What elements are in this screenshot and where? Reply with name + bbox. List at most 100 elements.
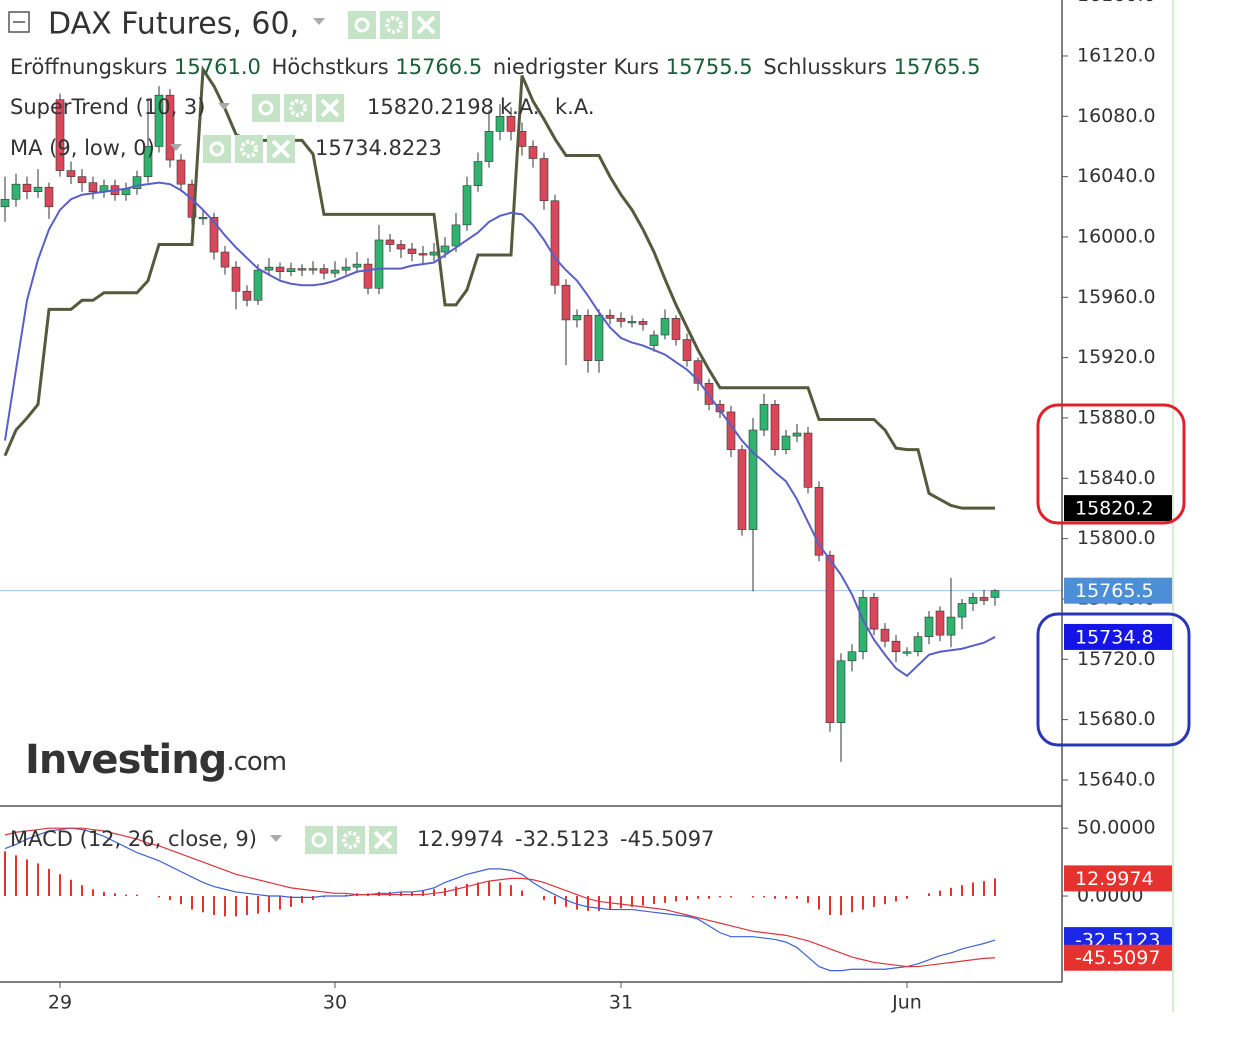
- ma-icons[interactable]: [201, 133, 297, 165]
- candle-body: [374, 239, 384, 289]
- candle-body: [66, 170, 76, 177]
- plot-area: 16160.0 16120.0 16080.0 16040.0 16000.0 15960…: [0, 0, 1156, 1014]
- axis-tag-label: 12.9974: [1075, 868, 1154, 890]
- candle-body: [385, 239, 395, 245]
- candle-body: [539, 158, 549, 202]
- legend-value: 15761.0: [174, 55, 261, 79]
- candle-body: [924, 616, 934, 637]
- x-tick-label: 30: [323, 992, 347, 1014]
- legend-value: 15766.5: [395, 55, 482, 79]
- candle-body: [638, 321, 648, 325]
- candle-body: [825, 554, 835, 723]
- candle-body: [286, 268, 296, 272]
- candle-body: [770, 404, 780, 450]
- dropdown-icon[interactable]: [170, 144, 182, 151]
- candle-body: [473, 161, 483, 186]
- candle-body: [55, 99, 65, 171]
- candle-body: [407, 248, 417, 254]
- candle-body: [352, 263, 362, 268]
- candle-body: [781, 435, 791, 450]
- candle-body: [528, 146, 538, 159]
- supertrend-extra: k.A.: [555, 95, 595, 119]
- indicator-line: [4, 181, 996, 678]
- candle-body: [484, 131, 494, 162]
- x-tick-label: Jun: [891, 992, 922, 1014]
- candle-body: [847, 651, 857, 662]
- dropdown-icon[interactable]: [270, 835, 282, 842]
- candle-body: [418, 253, 428, 256]
- candle-body: [44, 186, 54, 208]
- legend-value: 15765.5: [894, 55, 981, 79]
- watermark: Investing.com: [25, 737, 286, 783]
- highlight-blue: [1036, 612, 1191, 747]
- candle-body: [957, 603, 967, 618]
- x-tick-label: 29: [48, 992, 72, 1014]
- candle-body: [440, 245, 450, 253]
- y-tick-label: 15680.0: [1077, 708, 1156, 730]
- supertrend-extra: k.A.: [500, 95, 540, 119]
- indicator-line: [3, 64, 996, 510]
- y-tick-label: 15720.0: [1077, 648, 1156, 670]
- candle-body: [363, 263, 373, 289]
- candle-body: [33, 186, 43, 193]
- y-tick-label: 16000.0: [1077, 225, 1156, 247]
- candle-body: [979, 597, 989, 601]
- macd-line: [4, 827, 996, 972]
- y-tick-label: 50.0000: [1077, 817, 1156, 839]
- candle-body: [0, 198, 10, 208]
- macd-icons[interactable]: [303, 824, 399, 856]
- y-tick-label: 15640.0: [1077, 768, 1156, 790]
- macd-signal-value: -45.5097: [620, 827, 714, 851]
- supertrend-name: SuperTrend (10, 3): [10, 95, 206, 119]
- candle-body: [803, 432, 813, 488]
- x-tick-label: 31: [609, 992, 633, 1014]
- candle-body: [176, 159, 186, 185]
- candle-body: [627, 321, 637, 324]
- y-tick-label: 15920.0: [1077, 346, 1156, 368]
- y-tick-label: 15800.0: [1077, 527, 1156, 549]
- candle-body: [748, 429, 758, 530]
- dropdown-icon[interactable]: [218, 103, 230, 110]
- candle-body: [11, 183, 21, 200]
- axis-tag-bg: [1064, 623, 1172, 650]
- axis-tag-label: 15820.2: [1075, 498, 1154, 520]
- candle-body: [198, 217, 208, 220]
- macd-hist-value: 12.9974: [417, 827, 504, 851]
- candle-body: [451, 224, 461, 247]
- supertrend-value: 15820.2198: [367, 95, 494, 119]
- y-tick-label: 16120.0: [1077, 44, 1156, 66]
- candle-body: [396, 244, 406, 250]
- legend-label: niedrigster Kurs: [493, 55, 659, 79]
- candle-body: [231, 266, 241, 292]
- highlight-red: [1036, 403, 1186, 525]
- candle-body: [814, 487, 824, 556]
- candle-body: [143, 146, 153, 177]
- candle-body: [506, 115, 516, 132]
- legend-value: 15755.5: [666, 55, 753, 79]
- candle-body: [836, 660, 846, 723]
- candle-body: [341, 266, 351, 271]
- axis-tag-bg: [1064, 944, 1172, 971]
- candle-body: [220, 251, 230, 268]
- candle-body: [737, 449, 747, 530]
- y-tick-label: 15960.0: [1077, 286, 1156, 308]
- candle-body: [77, 176, 87, 183]
- candle-body: [429, 251, 439, 256]
- candle-body: [462, 185, 472, 226]
- candle-body: [880, 628, 890, 642]
- candle-body: [869, 597, 879, 630]
- macd-name: MACD (12, 26, close, 9): [10, 827, 257, 851]
- watermark-suffix: .com: [226, 747, 286, 777]
- axis-tag-label: -45.5097: [1075, 947, 1160, 969]
- candle-body: [946, 616, 956, 636]
- candle-body: [561, 284, 571, 321]
- supertrend-icons[interactable]: [250, 92, 346, 124]
- title-icons[interactable]: [346, 9, 442, 41]
- candle-body: [242, 290, 252, 301]
- axis-tags: 15820.215734.815765.512.9974-32.5123-45.…: [1064, 495, 1172, 971]
- candle-body: [968, 597, 978, 604]
- watermark-main: Investing: [25, 737, 226, 783]
- dropdown-icon[interactable]: [313, 18, 325, 25]
- candle-body: [792, 432, 802, 437]
